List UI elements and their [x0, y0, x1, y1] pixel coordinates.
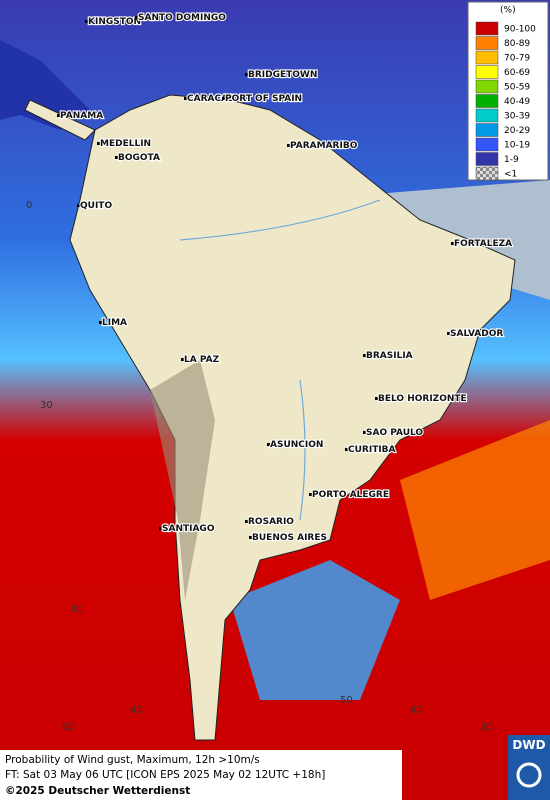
grid-label: 50 — [340, 695, 353, 706]
city-label: BELO HORIZONTE — [378, 394, 467, 404]
city-label: FORTALEZA — [454, 239, 512, 249]
logo-icon — [516, 762, 542, 788]
city-label: LIMA — [102, 318, 127, 328]
legend-label: 40-49 — [504, 97, 530, 107]
gust-zone — [230, 560, 400, 700]
city-marker — [159, 527, 162, 530]
legend-swatch — [475, 166, 499, 181]
footer-text: Probability of Wind gust, Maximum, 12h >… — [5, 754, 260, 766]
river — [179, 199, 381, 241]
grid-label: 40 — [130, 705, 143, 716]
central-america — [24, 99, 96, 141]
city-label: BRIDGETOWN — [248, 70, 317, 80]
legend-label: 30-39 — [504, 112, 530, 122]
city-label: ROSARIO — [248, 517, 294, 527]
grid-label: 0 — [26, 200, 32, 211]
city-marker — [375, 397, 378, 400]
city-label: KINGSTON — [88, 17, 141, 27]
city-marker — [245, 73, 248, 76]
city-label: BOGOTA — [118, 153, 160, 163]
legend-label: 70-79 — [504, 54, 530, 64]
city-marker — [451, 242, 454, 245]
city-label: CARACAS — [187, 94, 235, 104]
caribbean — [0, 40, 90, 130]
legend-swatch — [475, 94, 499, 108]
city-label: CURITIBA — [348, 445, 396, 455]
legend-swatch — [475, 65, 499, 79]
grid-label: 60 — [62, 722, 75, 733]
city-label: PARAMARIBO — [290, 141, 358, 151]
city-marker — [135, 16, 138, 19]
gust-zone — [400, 420, 550, 600]
legend-swatch — [475, 50, 499, 65]
logo-box — [508, 735, 550, 800]
city-label: SALVADOR — [450, 329, 503, 339]
city-marker — [115, 156, 118, 159]
city-marker — [77, 204, 80, 207]
city-marker — [309, 493, 312, 496]
city-marker — [85, 20, 88, 23]
city-label: ASUNCION — [270, 440, 323, 450]
city-marker — [363, 431, 366, 434]
city-marker — [447, 332, 450, 335]
city-label: BUENOS AIRES — [252, 533, 327, 543]
city-marker — [345, 448, 348, 451]
city-marker — [97, 142, 100, 145]
city-label: MEDELLIN — [100, 139, 151, 149]
city-marker — [57, 114, 60, 117]
footer-text: FT: Sat 03 May 06 UTC [ICON EPS 2025 May… — [5, 769, 325, 781]
footer-text: ©2025 Deutscher Wetterdienst — [5, 785, 190, 797]
city-label: SANTIAGO — [162, 524, 215, 534]
city-label: LA PAZ — [184, 355, 220, 365]
city-label: PORTO ALEGRE — [312, 490, 389, 500]
andes — [150, 360, 215, 600]
legend-swatch — [475, 79, 499, 94]
footer-box — [0, 750, 402, 800]
city-marker — [245, 520, 248, 523]
legend-swatch — [475, 123, 499, 137]
city-label: PORT OF SPAIN — [225, 94, 302, 104]
city-label: SANTO DOMINGO — [138, 13, 226, 23]
legend-label: 50-59 — [504, 83, 530, 93]
legend-swatch — [475, 137, 499, 152]
city-marker — [222, 97, 225, 100]
legend-label: 80-89 — [504, 39, 530, 49]
city-marker — [267, 443, 270, 446]
grid-label: 30 — [480, 722, 493, 733]
legend-title: (%) — [500, 6, 516, 16]
city-label: BRASILIA — [366, 351, 413, 361]
legend-label: 90-100 — [504, 25, 536, 35]
legend-label: 10-19 — [504, 141, 530, 151]
legend-swatch — [475, 152, 499, 166]
legend-swatch — [475, 21, 499, 36]
legend-swatch — [475, 36, 499, 50]
city-marker — [363, 354, 366, 357]
legend-label: 60-69 — [504, 68, 530, 78]
logo-text: DWD — [512, 738, 545, 752]
legend-label: 20-29 — [504, 126, 530, 136]
legend-swatch — [475, 108, 499, 123]
city-marker — [249, 536, 252, 539]
grid-label: 40 — [410, 705, 423, 716]
city-label: QUITO — [80, 201, 112, 211]
grid-label: 30 — [40, 400, 53, 411]
river — [299, 379, 306, 521]
grid-label: 40 — [70, 604, 83, 615]
city-marker — [184, 97, 187, 100]
city-marker — [181, 358, 184, 361]
legend: (%) 90-100 80-89 70-79 60-69 50-59 40-49 30-39… — [467, 1, 549, 181]
city-label: PANAMA — [60, 111, 103, 121]
legend-label: <1 — [504, 170, 517, 180]
legend-label: 1-9 — [504, 155, 519, 165]
city-marker — [99, 321, 102, 324]
city-marker — [287, 144, 290, 147]
city-label: SAO PAULO — [366, 428, 423, 438]
